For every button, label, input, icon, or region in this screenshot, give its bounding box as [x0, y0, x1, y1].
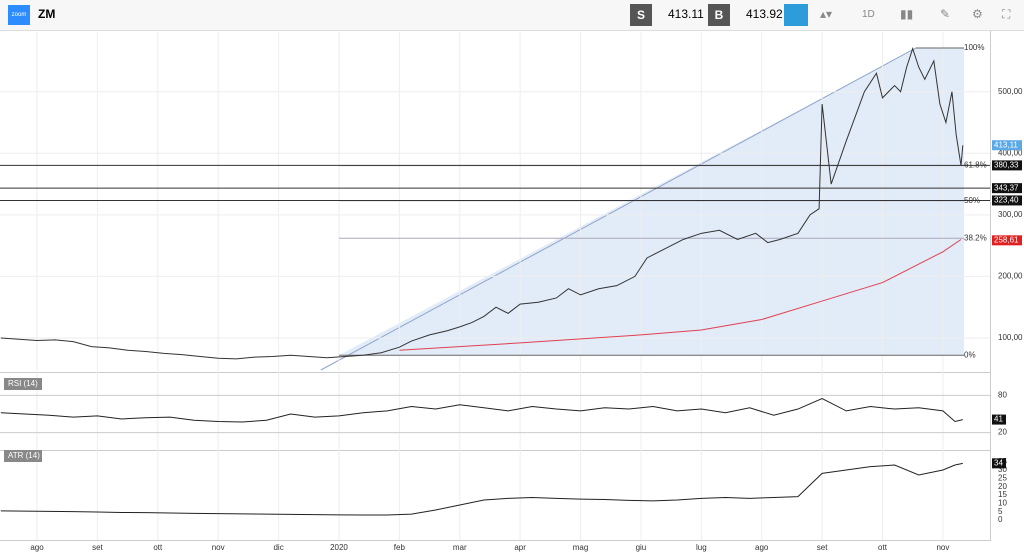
- price-tag: [992, 160, 1022, 171]
- draw-button[interactable]: ✎: [940, 7, 951, 21]
- indicator-title: RSI (14): [8, 379, 38, 388]
- x-tick-label: ago: [30, 543, 44, 552]
- price-tag: [992, 195, 1022, 206]
- x-tick-label: mag: [573, 543, 589, 552]
- y-tick-label: 5: [998, 507, 1003, 516]
- symbol[interactable]: ZM: [38, 7, 56, 21]
- y-tick-label: 200,00: [998, 272, 1023, 281]
- price-tag-label: 413,11: [994, 140, 1018, 149]
- x-tick-label: feb: [394, 543, 406, 552]
- x-tick-label: set: [817, 543, 828, 552]
- fib-label: 100%: [964, 43, 984, 52]
- fib-label: 38.2%: [964, 233, 987, 242]
- fullscreen-button[interactable]: ⛶: [1002, 7, 1011, 21]
- fib-label: 61.8%: [964, 161, 987, 170]
- y-tick-label: 35: [998, 457, 1007, 466]
- indicator-title-box: [4, 450, 42, 462]
- x-tick-label: dic: [273, 543, 283, 552]
- indicator-title-box: [4, 378, 42, 390]
- price-line: [399, 239, 962, 351]
- indicator-line: [0, 397, 963, 423]
- y-tick-label: 80: [998, 391, 1007, 400]
- x-tick-label: ago: [755, 543, 769, 552]
- x-tick-label: ott: [878, 543, 888, 552]
- x-tick-label: set: [92, 543, 103, 552]
- fib-label: 50%: [964, 196, 980, 205]
- value-tag: [992, 414, 1006, 425]
- y-tick-label: 100,00: [998, 333, 1023, 342]
- toolbar: zoom ZM S 413.11 B 413.92 ▴▾ 1D ▮▮ ✎ ⚙ ⛶: [0, 0, 1024, 31]
- separator: [0, 372, 990, 373]
- fib-label: 0%: [964, 350, 976, 359]
- sell-price: 413.11: [668, 7, 704, 21]
- y-tick-label: 0: [998, 515, 1003, 524]
- interval-button[interactable]: 1D: [862, 9, 875, 20]
- indicator-title: ATR (14): [8, 451, 40, 460]
- price-line: [0, 47, 964, 360]
- price-tag-label: 343,37: [994, 183, 1019, 192]
- axis-border: [990, 31, 991, 541]
- y-tick-label: 300,00: [998, 210, 1023, 219]
- price-tag-label: 323,40: [994, 196, 1019, 205]
- settings-button[interactable]: ⚙: [972, 7, 983, 21]
- price-tag-label: 380,33: [994, 161, 1019, 170]
- y-tick-label: 15: [998, 490, 1007, 499]
- x-tick-label: nov: [936, 543, 949, 552]
- chart-type-button[interactable]: ▴▾: [820, 7, 833, 21]
- price-tag: [992, 140, 1022, 151]
- x-tick-label: mar: [453, 543, 467, 552]
- x-tick-label: lug: [696, 543, 707, 552]
- crosshair-button[interactable]: [784, 4, 808, 26]
- y-tick-label: 20: [998, 482, 1007, 491]
- y-tick-label: 400,00: [998, 148, 1023, 157]
- x-tick-label: giu: [636, 543, 647, 552]
- x-tick-label: apr: [514, 543, 526, 552]
- x-tick-label: nov: [212, 543, 225, 552]
- buy-price: 413.92: [746, 7, 783, 21]
- x-tick-label: 2020: [330, 543, 348, 552]
- separator: [0, 450, 990, 451]
- y-tick-label: 25: [998, 473, 1007, 482]
- sell-button[interactable]: S: [630, 4, 652, 26]
- value-tag: [992, 458, 1006, 469]
- buy-button[interactable]: B: [708, 4, 730, 26]
- price-tag: [992, 183, 1022, 194]
- trend-line: [320, 47, 916, 371]
- x-tick-label: ott: [153, 543, 163, 552]
- indicator-line: [0, 462, 963, 516]
- logo[interactable]: zoom: [8, 5, 30, 25]
- price-tag-label: 258,61: [994, 235, 1019, 244]
- candles-button[interactable]: ▮▮: [900, 7, 914, 21]
- value-tag-label: 34: [994, 458, 1003, 467]
- y-tick-label: 30: [998, 465, 1007, 474]
- price-tag: [992, 235, 1022, 246]
- fib-area: [338, 48, 965, 356]
- y-tick-label: 10: [998, 498, 1007, 507]
- axis-border: [0, 540, 990, 541]
- y-tick-label: 500,00: [998, 87, 1023, 96]
- value-tag-label: 41: [994, 415, 1003, 424]
- y-tick-label: 20: [998, 428, 1007, 437]
